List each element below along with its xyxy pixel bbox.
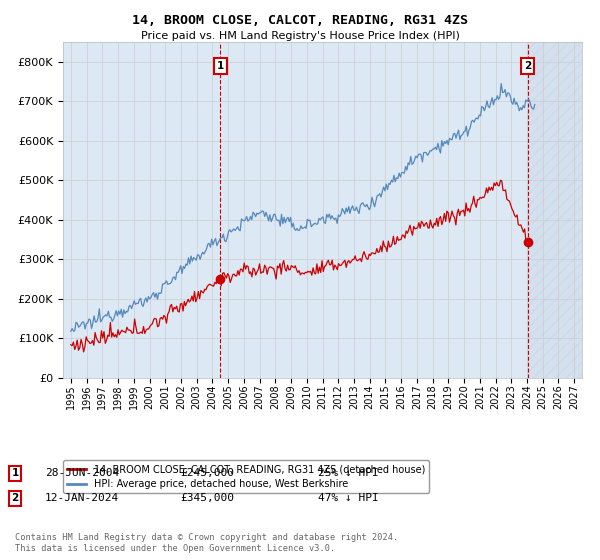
Text: 28-JUN-2004: 28-JUN-2004: [45, 468, 119, 478]
Text: 2: 2: [524, 60, 531, 71]
Text: Price paid vs. HM Land Registry's House Price Index (HPI): Price paid vs. HM Land Registry's House …: [140, 31, 460, 41]
Text: 2: 2: [11, 493, 19, 503]
Text: 47% ↓ HPI: 47% ↓ HPI: [318, 493, 379, 503]
Text: 25% ↓ HPI: 25% ↓ HPI: [318, 468, 379, 478]
Text: £245,000: £245,000: [180, 468, 234, 478]
Bar: [529, 42, 582, 378]
Text: 14, BROOM CLOSE, CALCOT, READING, RG31 4ZS: 14, BROOM CLOSE, CALCOT, READING, RG31 4…: [132, 14, 468, 27]
Text: £345,000: £345,000: [180, 493, 234, 503]
Legend: 14, BROOM CLOSE, CALCOT, READING, RG31 4ZS (detached house), HPI: Average price,: 14, BROOM CLOSE, CALCOT, READING, RG31 4…: [63, 460, 430, 493]
Text: 1: 1: [217, 60, 224, 71]
Text: 12-JAN-2024: 12-JAN-2024: [45, 493, 119, 503]
Text: Contains HM Land Registry data © Crown copyright and database right 2024.
This d: Contains HM Land Registry data © Crown c…: [15, 533, 398, 553]
Bar: [529, 42, 582, 378]
Text: 1: 1: [11, 468, 19, 478]
